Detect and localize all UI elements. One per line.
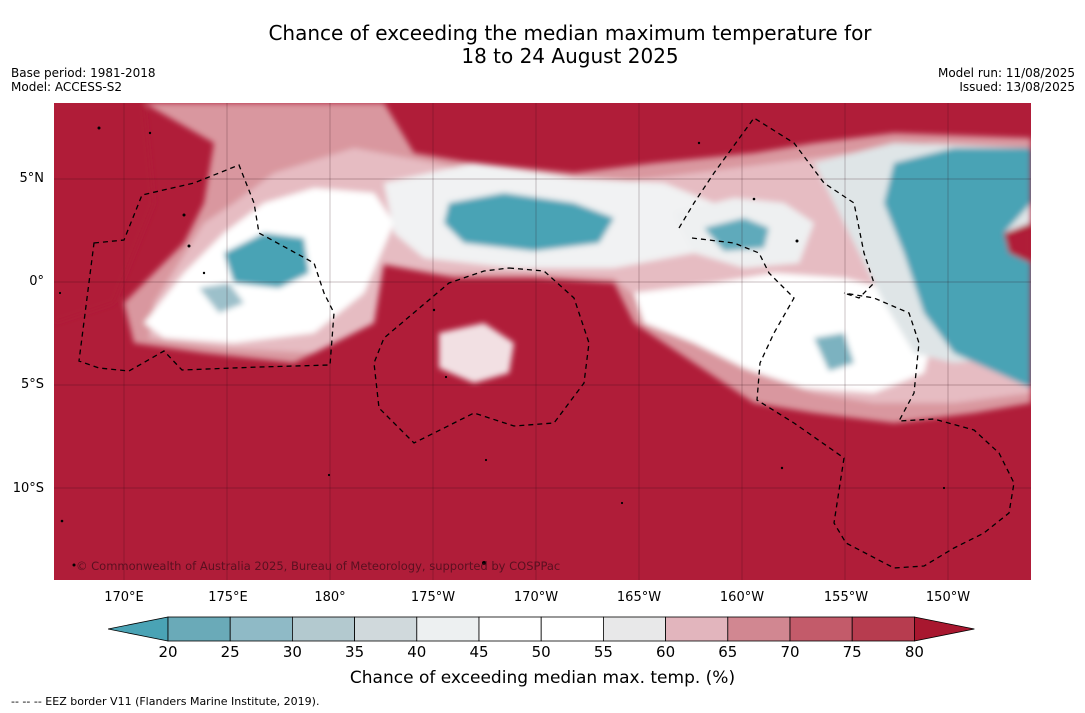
title-line-2: 18 to 24 August 2025 xyxy=(461,44,679,68)
colorbar-segment-40 xyxy=(416,616,480,642)
eez-legend: -- -- -- EEZ border V11 (Flanders Marine… xyxy=(11,695,320,708)
lat-label-10s: 10°S xyxy=(12,481,44,496)
colorbar-tick-45: 45 xyxy=(469,643,489,661)
colorbar-segment-75 xyxy=(851,616,915,642)
graticule xyxy=(54,103,1031,580)
eez-borders xyxy=(78,117,1015,569)
lon-label-175e: 175°E xyxy=(208,590,248,605)
colorbar-segments xyxy=(108,616,975,642)
colorbar-segment-35 xyxy=(354,616,418,642)
title-line-1: Chance of exceeding the median maximum t… xyxy=(268,21,872,45)
lon-label-180: 180° xyxy=(314,590,346,605)
lon-label-160w: 160°W xyxy=(719,590,765,605)
colorbar-segment-20 xyxy=(167,616,231,642)
colorbar-tick-50: 50 xyxy=(531,643,551,661)
colorbar-tick-40: 40 xyxy=(407,643,427,661)
meta-right: Model run: 11/08/2025 Issued: 13/08/2025 xyxy=(938,66,1075,94)
map-title: Chance of exceeding the median maximum t… xyxy=(0,22,1085,68)
model-run: Model run: 11/08/2025 xyxy=(937,66,1075,80)
colorbar xyxy=(108,616,975,642)
colorbar-segment-25 xyxy=(229,616,293,642)
core-teal-small xyxy=(199,283,244,313)
lat-label-0: 0° xyxy=(29,274,44,289)
colorbar-tick-80: 80 xyxy=(904,643,924,661)
core-teal-west xyxy=(224,233,309,288)
colorbar-segment-45 xyxy=(478,616,542,642)
issued-date: Issued: 13/08/2025 xyxy=(959,80,1075,94)
colorbar-extend-low xyxy=(108,616,169,642)
colorbar-tick-75: 75 xyxy=(842,643,862,661)
colorbar-tick-35: 35 xyxy=(345,643,365,661)
lon-label-155w: 155°W xyxy=(823,590,869,605)
map-svg xyxy=(54,103,1031,580)
core-teal-far-east xyxy=(884,148,1031,388)
copyright-notice: © Commonwealth of Australia 2025, Bureau… xyxy=(76,559,561,573)
colorbar-tick-70: 70 xyxy=(780,643,800,661)
colorbar-tick-25: 25 xyxy=(220,643,240,661)
colorbar-segment-65 xyxy=(727,616,791,642)
colorbar-tick-55: 55 xyxy=(593,643,613,661)
colorbar-segment-70 xyxy=(789,616,853,642)
colorbar-label: Chance of exceeding median max. temp. (%… xyxy=(349,668,736,688)
lon-label-170e: 170°E xyxy=(104,590,144,605)
colorbar-segment-50 xyxy=(540,616,604,642)
lat-label-5s: 5°S xyxy=(20,377,44,392)
pocket-red-northwest xyxy=(54,103,154,323)
lon-label-165w: 165°W xyxy=(616,590,662,605)
core-teal-northeast xyxy=(704,218,769,251)
lon-label-170w: 170°W xyxy=(513,590,559,605)
probability-field xyxy=(54,103,1031,423)
model-name: Model: ACCESS-S2 xyxy=(11,80,123,94)
colorbar-tick-60: 60 xyxy=(656,643,676,661)
islands xyxy=(58,126,946,567)
pocket-red-far-east xyxy=(1004,223,1031,263)
zone-pink-south xyxy=(439,323,514,383)
colorbar-segment-60 xyxy=(665,616,729,642)
lat-label-5n: 5°N xyxy=(19,171,45,186)
colorbar-tick-30: 30 xyxy=(282,643,302,661)
lon-label-175w: 175°W xyxy=(410,590,456,605)
lon-label-150w: 150°W xyxy=(925,590,971,605)
colorbar-segment-30 xyxy=(291,616,355,642)
colorbar-tick-20: 20 xyxy=(158,643,178,661)
zone-white-east xyxy=(634,273,934,393)
core-teal-central xyxy=(444,193,614,251)
base-period: Base period: 1981-2018 xyxy=(11,66,156,80)
meta-left: Base period: 1981-2018 Model: ACCESS-S2 xyxy=(11,66,156,94)
colorbar-tick-65: 65 xyxy=(718,643,738,661)
core-teal-southeast xyxy=(814,333,854,371)
colorbar-segment-55 xyxy=(602,616,666,642)
forecast-map[interactable] xyxy=(54,103,1031,580)
colorbar-extend-high xyxy=(914,616,975,642)
